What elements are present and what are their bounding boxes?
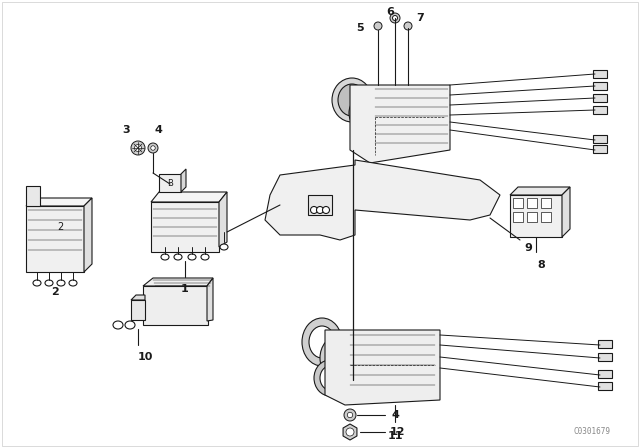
Polygon shape	[219, 192, 227, 247]
Bar	[598, 382, 612, 390]
Ellipse shape	[309, 326, 335, 358]
Text: 9: 9	[524, 243, 532, 253]
Circle shape	[390, 13, 400, 23]
Bar	[513, 212, 523, 222]
Text: 7: 7	[416, 13, 424, 23]
Bar	[598, 340, 612, 348]
Ellipse shape	[320, 336, 356, 380]
Circle shape	[392, 16, 397, 21]
Circle shape	[148, 143, 158, 153]
Bar	[593, 94, 607, 102]
Bar	[541, 212, 551, 222]
Polygon shape	[84, 198, 92, 272]
Circle shape	[404, 22, 412, 30]
Polygon shape	[325, 330, 440, 405]
Text: 4: 4	[154, 125, 162, 135]
Ellipse shape	[125, 321, 135, 329]
Bar	[598, 370, 612, 378]
Circle shape	[346, 428, 354, 436]
Polygon shape	[265, 160, 500, 240]
Ellipse shape	[113, 321, 123, 329]
Ellipse shape	[320, 366, 340, 390]
Bar	[593, 145, 607, 153]
Bar	[541, 198, 551, 208]
Text: B: B	[167, 178, 173, 188]
Ellipse shape	[188, 254, 196, 260]
Polygon shape	[26, 198, 92, 206]
Bar	[131, 300, 145, 320]
Polygon shape	[181, 169, 186, 192]
Circle shape	[131, 141, 145, 155]
Bar	[151, 202, 219, 252]
Circle shape	[348, 412, 353, 418]
Ellipse shape	[69, 280, 77, 286]
Bar	[513, 198, 523, 208]
Ellipse shape	[326, 343, 350, 373]
Ellipse shape	[161, 254, 169, 260]
Ellipse shape	[201, 254, 209, 260]
Text: 2: 2	[51, 287, 59, 297]
Ellipse shape	[45, 280, 53, 286]
Ellipse shape	[349, 95, 381, 131]
Ellipse shape	[310, 207, 317, 214]
Text: 12: 12	[389, 427, 404, 437]
Text: 10: 10	[138, 352, 153, 362]
Ellipse shape	[33, 280, 41, 286]
Ellipse shape	[355, 101, 375, 125]
Polygon shape	[131, 295, 145, 300]
Bar	[598, 353, 612, 361]
Ellipse shape	[338, 84, 366, 116]
Polygon shape	[562, 187, 570, 237]
Bar	[159, 174, 181, 192]
Ellipse shape	[302, 318, 342, 366]
Ellipse shape	[317, 207, 323, 214]
Bar	[143, 286, 208, 325]
Polygon shape	[350, 85, 450, 163]
Circle shape	[344, 409, 356, 421]
Ellipse shape	[57, 280, 65, 286]
Text: 1: 1	[181, 284, 189, 294]
Ellipse shape	[314, 360, 346, 396]
Polygon shape	[26, 186, 40, 206]
Bar	[593, 106, 607, 114]
Circle shape	[134, 145, 141, 151]
Text: 2: 2	[57, 222, 63, 232]
Polygon shape	[343, 424, 357, 440]
Text: 3: 3	[122, 125, 130, 135]
Bar	[510, 195, 562, 237]
Text: 11: 11	[387, 431, 403, 441]
Polygon shape	[510, 187, 570, 195]
Polygon shape	[207, 278, 213, 321]
Bar	[593, 135, 607, 143]
Ellipse shape	[323, 207, 330, 214]
Text: 4: 4	[391, 410, 399, 420]
Text: 5: 5	[356, 23, 364, 33]
Ellipse shape	[332, 78, 372, 122]
Circle shape	[151, 146, 156, 150]
Ellipse shape	[174, 254, 182, 260]
Bar	[593, 70, 607, 78]
Polygon shape	[26, 206, 84, 272]
Bar	[308, 195, 332, 215]
Text: 6: 6	[386, 7, 394, 17]
Polygon shape	[151, 192, 227, 202]
Bar	[527, 212, 537, 222]
Circle shape	[374, 22, 382, 30]
Bar	[527, 198, 537, 208]
Text: 8: 8	[537, 260, 545, 270]
Polygon shape	[143, 278, 213, 286]
Ellipse shape	[220, 244, 228, 250]
Bar	[593, 82, 607, 90]
Text: C0301679: C0301679	[573, 427, 610, 436]
